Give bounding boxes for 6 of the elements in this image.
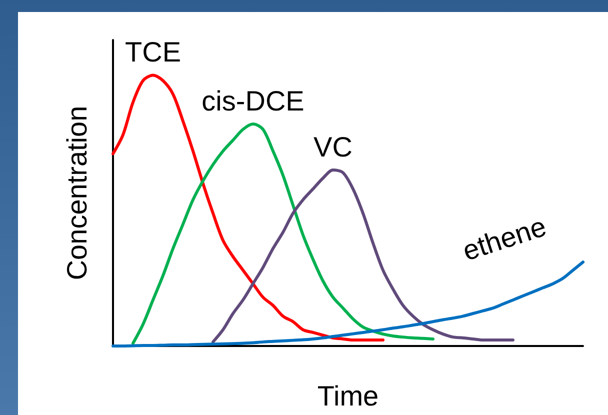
text: ethene bbox=[458, 210, 550, 267]
series-label: TCE bbox=[125, 36, 181, 68]
series-label: VC bbox=[314, 131, 352, 162]
y-axis-title: Concentration bbox=[62, 106, 92, 280]
series-label: cis-DCE bbox=[202, 85, 304, 116]
x-axis-title: Time bbox=[317, 380, 379, 412]
